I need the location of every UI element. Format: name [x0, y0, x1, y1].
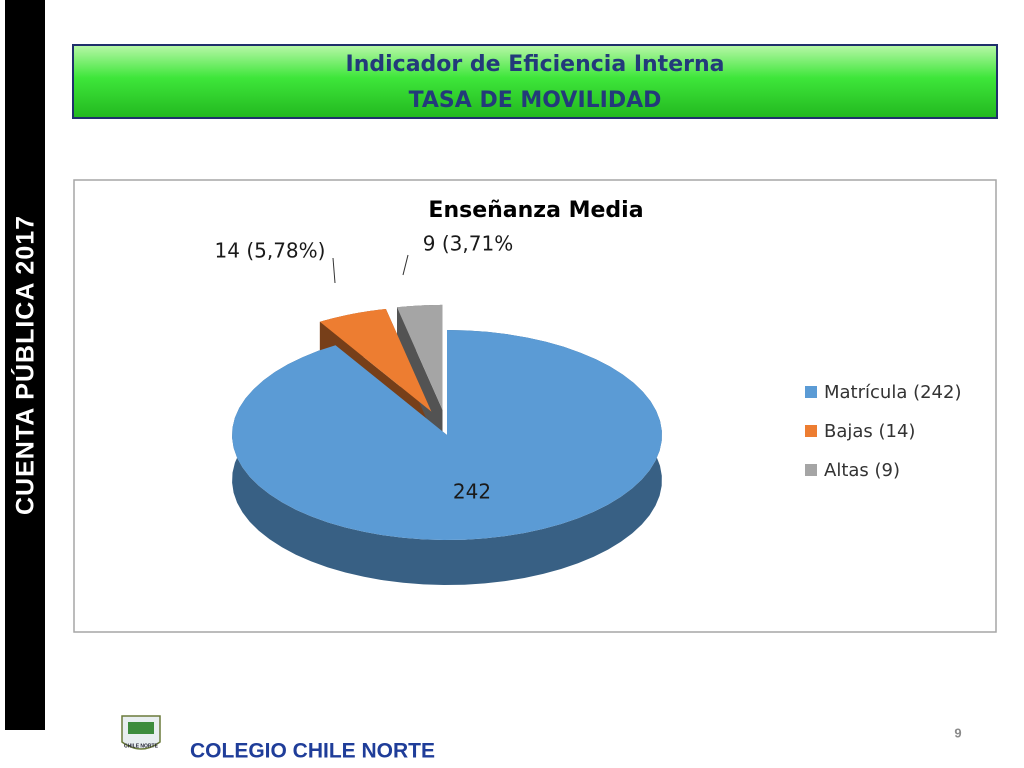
data-label: 242	[453, 480, 491, 504]
slice	[319, 309, 432, 412]
pie: 242 14 (5,78%) 9 (3,71%	[215, 232, 662, 585]
page-number: 9	[954, 725, 961, 740]
legend-swatch	[805, 386, 817, 398]
header-title: Indicador de Eficiencia Interna	[346, 52, 725, 77]
legend-swatch	[805, 425, 817, 437]
header-banner	[72, 44, 998, 119]
data-label: 14 (5,78%)	[215, 239, 326, 263]
legend-swatch	[805, 464, 817, 476]
legend-label: Bajas (14)	[824, 421, 915, 442]
logo-text: CHILE NORTE	[124, 743, 159, 749]
sidebar-text: CUENTA PÚBLICA 2017	[10, 215, 40, 515]
slice	[232, 330, 662, 540]
slice-wall	[397, 307, 443, 455]
sidebar	[5, 0, 45, 730]
school-name: COLEGIO CHILE NORTE	[190, 740, 435, 763]
slice	[397, 304, 443, 410]
chart-title: Enseñanza Media	[428, 198, 643, 223]
data-label: 9 (3,71%	[423, 232, 513, 256]
header-subtitle: TASA DE MOVILIDAD	[409, 88, 662, 113]
logo: CHILE NORTE	[121, 715, 161, 750]
legend-label: Matrícula (242)	[824, 382, 961, 403]
legend: Matrícula (242) Bajas (14) Altas (9)	[805, 382, 961, 481]
leader-line	[332, 257, 336, 284]
leader-line	[402, 254, 409, 276]
legend-label: Altas (9)	[824, 460, 900, 481]
